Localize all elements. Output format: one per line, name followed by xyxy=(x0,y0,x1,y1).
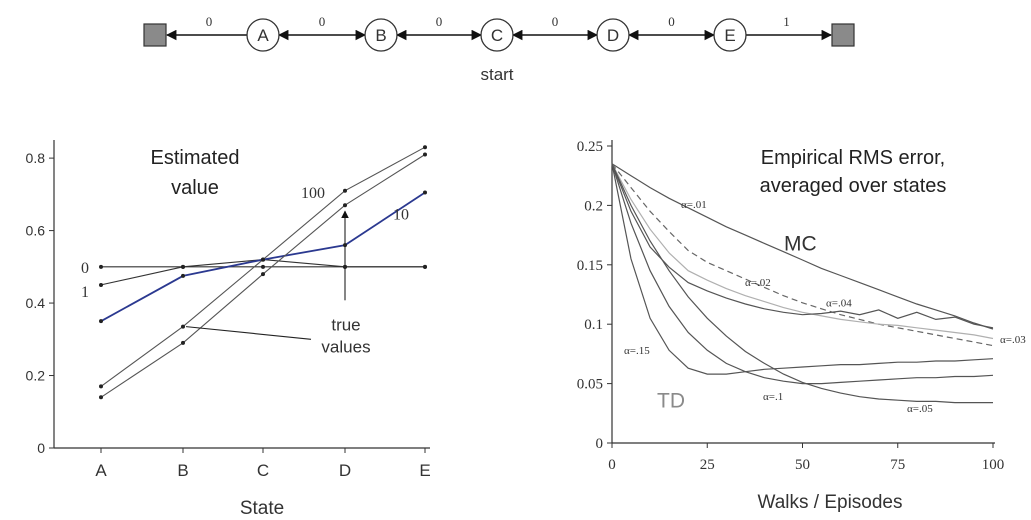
y-tick-label: 0.2 xyxy=(584,198,603,214)
series-line xyxy=(611,163,994,329)
x-tick-label: A xyxy=(95,461,107,480)
data-point xyxy=(423,152,427,157)
x-tick-label: 100 xyxy=(982,457,1005,473)
y-tick-label: 0.25 xyxy=(577,139,603,155)
walk-edge-reward: 0 xyxy=(552,14,559,29)
true-values-pointer xyxy=(185,326,312,340)
state-label: C xyxy=(491,26,503,45)
x-tick-label: E xyxy=(419,461,430,480)
state-node-a xyxy=(246,18,280,52)
state-label: B xyxy=(375,26,386,45)
y-tick-label: 0.8 xyxy=(26,150,46,166)
series-line xyxy=(611,163,994,385)
series-line xyxy=(611,163,994,340)
curve-label: α=.04 xyxy=(826,297,852,309)
series-line xyxy=(611,163,994,347)
y-tick-label: 0.15 xyxy=(577,258,603,274)
mc-group-label: MC xyxy=(784,233,817,256)
series-label: 100 xyxy=(301,185,325,202)
right-x-label: Walks / Episodes xyxy=(757,492,902,513)
x-tick-label: B xyxy=(177,461,188,480)
terminal-right xyxy=(831,23,855,47)
curve-label: α=.01 xyxy=(681,199,707,211)
data-point xyxy=(423,190,427,195)
left-chart-title: Estimated value xyxy=(151,147,240,199)
data-point xyxy=(181,273,185,278)
walk-edge-reward: 0 xyxy=(436,14,443,29)
y-tick-label: 0.1 xyxy=(584,317,603,333)
data-point xyxy=(261,264,265,269)
data-point xyxy=(423,264,427,269)
data-point xyxy=(343,188,347,193)
data-point xyxy=(181,340,185,345)
state-node-b xyxy=(364,18,398,52)
y-tick-label: 0 xyxy=(37,440,45,456)
true-values-label: true values xyxy=(321,316,370,357)
series-label: 0 xyxy=(81,260,89,277)
estimated-value-chart: 0 0.2 0.4 0.6 0.8 A B C D E Estimated value State… xyxy=(26,140,431,519)
x-tick-label: 25 xyxy=(700,457,715,473)
series-label: 10 xyxy=(393,207,409,224)
walk-edge-reward: 1 xyxy=(783,14,790,29)
y-tick-label: 0.2 xyxy=(26,368,46,384)
data-point xyxy=(99,282,103,287)
y-tick-label: 0 xyxy=(596,436,604,452)
y-tick-label: 0.4 xyxy=(26,295,46,311)
x-tick-label: 0 xyxy=(608,457,616,473)
x-tick-label: D xyxy=(339,461,351,480)
data-point xyxy=(181,324,185,329)
x-tick-label: 75 xyxy=(890,457,905,473)
curve-label: α=.15 xyxy=(624,345,650,357)
y-tick-label: 0.05 xyxy=(577,377,603,393)
curve-label: α=.03 xyxy=(1000,334,1026,346)
series-line xyxy=(611,163,993,404)
start-label: start xyxy=(480,65,513,84)
walk-edge-reward: 0 xyxy=(319,14,326,29)
state-node-d xyxy=(596,18,630,52)
data-point xyxy=(343,203,347,208)
data-point xyxy=(423,145,427,150)
data-point xyxy=(261,257,265,262)
curve-label: α=.05 xyxy=(907,403,933,415)
series-line xyxy=(611,163,994,375)
walk-edge-reward: 0 xyxy=(668,14,675,29)
curve-label: α=.02 xyxy=(745,277,771,289)
series-line xyxy=(611,163,994,330)
random-walk-diagram: 0 0 0 0 0 1 A B C D E start xyxy=(143,14,855,84)
state-label: D xyxy=(607,26,619,45)
rms-error-chart: 0 0.05 0.1 0.15 0.2 0.25 0 25 50 75 100 Empirical… xyxy=(577,139,1026,513)
series-line xyxy=(100,191,426,322)
state-node-e xyxy=(713,18,747,52)
data-point xyxy=(181,264,185,269)
right-chart-title: Empirical RMS error, averaged over states xyxy=(760,147,947,197)
walk-edge-reward: 0 xyxy=(206,14,213,29)
x-tick-label: C xyxy=(257,461,269,480)
state-node-c xyxy=(480,18,514,52)
state-label: A xyxy=(257,26,269,45)
data-point xyxy=(99,319,103,324)
data-point xyxy=(99,384,103,389)
td-group-label: TD xyxy=(657,389,685,412)
data-point xyxy=(261,272,265,277)
y-tick-label: 0.6 xyxy=(26,223,46,239)
curve-label: α=.1 xyxy=(763,391,783,403)
left-x-label: State xyxy=(240,498,284,519)
data-point xyxy=(99,395,103,400)
terminal-left xyxy=(143,23,167,47)
x-tick-label: 50 xyxy=(795,457,810,473)
state-label: E xyxy=(724,26,735,45)
series-label: 1 xyxy=(81,284,89,301)
data-point xyxy=(99,264,103,269)
